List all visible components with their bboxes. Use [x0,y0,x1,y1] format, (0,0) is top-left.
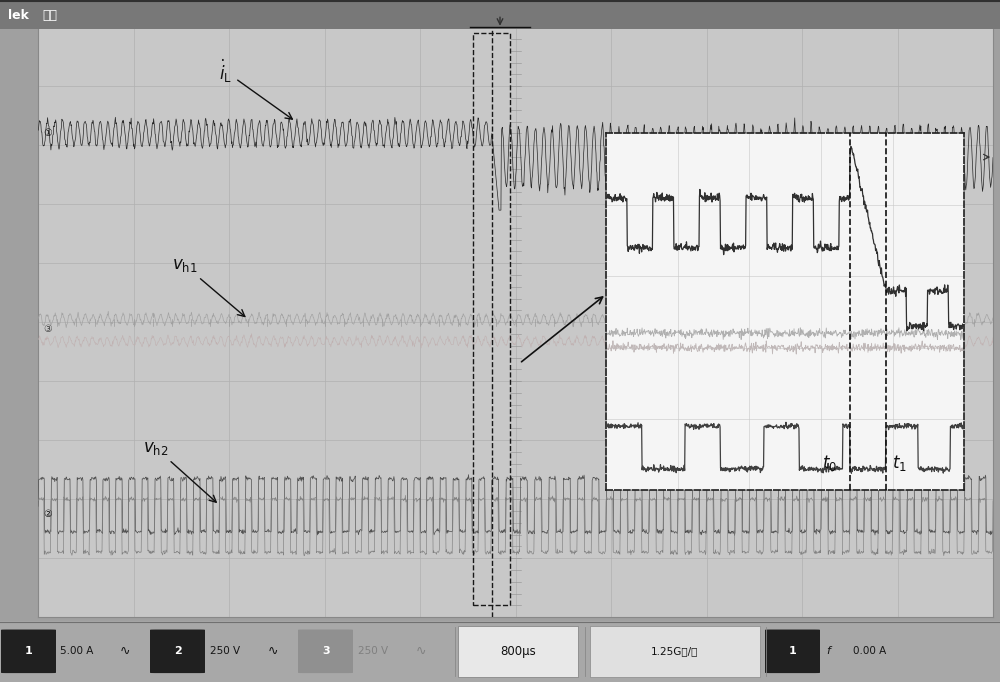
Text: 250 V: 250 V [210,647,240,656]
Text: $t_0$: $t_0$ [485,641,499,659]
Text: lek: lek [8,10,29,23]
FancyBboxPatch shape [298,629,353,673]
Text: 预览: 预览 [42,8,57,20]
Text: ∿: ∿ [268,644,278,658]
Text: f: f [826,647,830,656]
Bar [473,33,510,606]
Text: 1.25G次/秒: 1.25G次/秒 [651,647,699,656]
Text: ∿: ∿ [120,644,130,658]
FancyBboxPatch shape [765,629,820,673]
Text: 3: 3 [322,647,330,656]
Text: 1: 1 [789,647,797,656]
Text: $t_1$: $t_1$ [892,453,907,473]
Text: 2: 2 [174,647,182,656]
Bar [458,625,578,677]
FancyBboxPatch shape [150,629,205,673]
Text: 800μs: 800μs [500,644,536,658]
Text: $t_0$: $t_0$ [822,453,838,473]
Text: ③: ③ [43,325,52,334]
Text: ①: ① [43,128,52,138]
Text: 0.00 A: 0.00 A [853,647,886,656]
Text: $\dot{i}_{\rm L}$: $\dot{i}_{\rm L}$ [219,58,292,119]
Text: 5.00 A: 5.00 A [60,647,93,656]
Text: $v_{\rm h1}$: $v_{\rm h1}$ [172,256,245,316]
Text: $v_{\rm h2}$: $v_{\rm h2}$ [143,439,216,502]
Text: 预览: 预览 [42,10,57,23]
Text: ②: ② [43,509,52,519]
Text: 1: 1 [25,647,33,656]
FancyBboxPatch shape [1,629,56,673]
Text: 250 V: 250 V [358,647,388,656]
Text: lek: lek [8,8,29,20]
Text: ∿: ∿ [416,644,426,658]
Bar [590,625,760,677]
